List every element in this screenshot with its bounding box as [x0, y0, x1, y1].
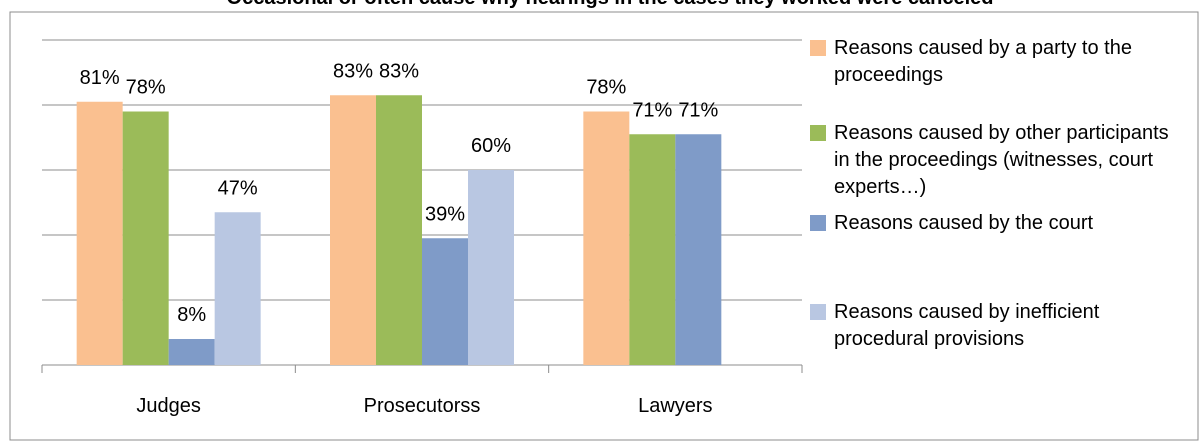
legend-label: Reasons caused by a party to the proceed… [834, 37, 1132, 86]
legend-item: Reasons caused by inefficient procedural… [810, 299, 1170, 353]
legend-item: Reasons caused by the court [810, 210, 1170, 237]
legend-swatch [810, 304, 826, 320]
bar [422, 238, 468, 365]
x-tick-label: Prosecutorss [364, 395, 481, 417]
bar [214, 212, 261, 365]
legend-swatch [810, 40, 826, 56]
data-label: 39% [425, 203, 465, 225]
data-label: 71% [678, 99, 718, 121]
bar [76, 101, 123, 365]
bar [330, 95, 376, 365]
data-label: 83% [333, 60, 373, 82]
data-label: 71% [632, 99, 672, 121]
chart-title: Occasional or often cause why hearings i… [227, 0, 994, 9]
legend-item: Reasons caused by a party to the proceed… [810, 35, 1170, 89]
x-tick-label: Judges [136, 395, 201, 417]
bar [583, 111, 630, 365]
data-label: 78% [126, 77, 166, 99]
bar [675, 134, 722, 365]
legend-swatch [810, 125, 826, 141]
bar [376, 95, 422, 365]
legend-item: Reasons caused by other participants in … [810, 120, 1170, 201]
bar [122, 111, 169, 365]
bar [629, 134, 676, 365]
bar [168, 339, 215, 365]
legend-label: Reasons caused by the court [834, 212, 1094, 234]
data-label: 8% [177, 304, 206, 326]
x-tick-label: Lawyers [638, 395, 712, 417]
data-label: 78% [586, 77, 626, 99]
chart-border [9, 11, 1199, 441]
data-label: 81% [80, 67, 120, 89]
bar [468, 170, 514, 365]
data-label: 60% [471, 135, 511, 157]
legend-swatch [810, 215, 826, 231]
data-label: 47% [218, 177, 258, 199]
data-label: 83% [379, 60, 419, 82]
legend-label: Reasons caused by inefficient procedural… [834, 301, 1100, 350]
legend-label: Reasons caused by other participants in … [834, 122, 1169, 198]
